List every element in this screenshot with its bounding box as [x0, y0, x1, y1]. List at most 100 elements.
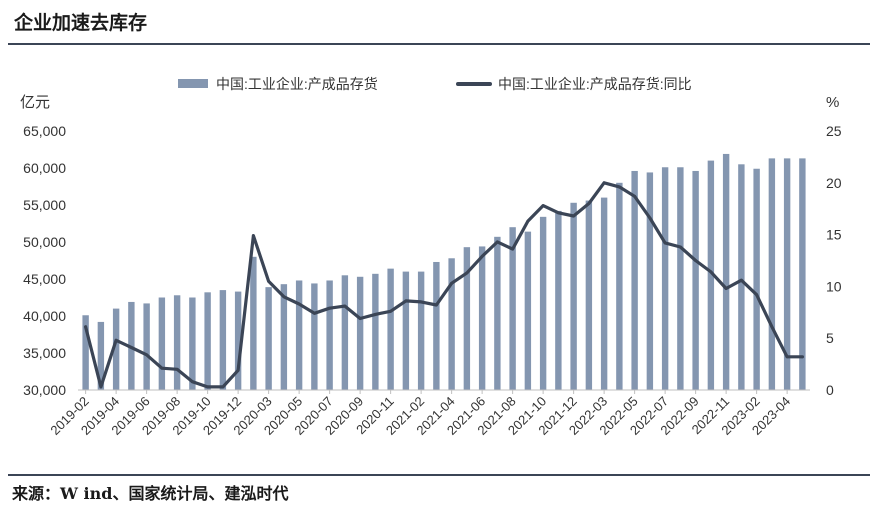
- bar: [570, 202, 577, 390]
- legend: 中国:工业企业:产成品存货 中国:工业企业:产成品存货:同比: [178, 76, 692, 92]
- chart-title: 企业加速去库存: [14, 12, 148, 34]
- bar: [356, 276, 364, 390]
- bar: [631, 170, 638, 390]
- yoy-point: [465, 271, 469, 275]
- line-series: [83, 181, 805, 389]
- yoy-point: [480, 254, 484, 258]
- bar: [661, 167, 669, 390]
- yoy-point: [175, 367, 179, 371]
- bar: [402, 271, 410, 390]
- bar: [250, 256, 257, 390]
- yoy-point: [785, 355, 789, 359]
- y-right-tick-label: 0: [826, 382, 834, 398]
- bar: [799, 158, 806, 390]
- bar: [158, 297, 166, 390]
- yoy-point: [236, 368, 240, 372]
- yoy-point: [556, 211, 560, 215]
- bar: [494, 236, 501, 390]
- bar: [738, 164, 745, 390]
- yoy-point: [450, 281, 454, 285]
- yoy-point: [190, 380, 194, 384]
- y-right-tick-label: 20: [826, 175, 842, 191]
- y-right-tick-label: 15: [826, 227, 842, 243]
- legend-bar-swatch: [178, 79, 208, 88]
- left-axis: 30,000 35,000 40,000 45,000 50,000 55,000 60,0…: [23, 123, 66, 398]
- bar: [265, 287, 272, 390]
- yoy-point: [358, 317, 362, 320]
- yoy-point: [434, 303, 438, 307]
- yoy-point: [617, 185, 621, 189]
- yoy-point: [267, 279, 271, 283]
- chart: 中国:工业企业:产成品存货 中国:工业企业:产成品存货:同比 亿元 % 30,0…: [20, 76, 842, 438]
- bar: [600, 197, 608, 390]
- yoy-point: [663, 241, 667, 245]
- yoy-point: [572, 214, 576, 218]
- bar: [417, 271, 425, 390]
- yoy-point: [221, 385, 225, 389]
- yoy-point: [297, 302, 301, 306]
- bar: [189, 297, 196, 390]
- bar: [646, 172, 654, 390]
- yoy-point: [373, 312, 377, 316]
- source-divider: [8, 474, 870, 476]
- yoy-point: [755, 293, 759, 297]
- yoy-point: [99, 385, 103, 389]
- bar: [204, 292, 211, 390]
- yoy-point: [770, 325, 774, 329]
- bar: [524, 231, 532, 390]
- legend-line-label: 中国:工业企业:产成品存货:同比: [498, 76, 692, 92]
- yoy-point: [495, 240, 499, 244]
- bar: [82, 315, 89, 390]
- bar: [311, 283, 318, 390]
- bar: [326, 280, 333, 390]
- bar: [585, 200, 593, 390]
- bar: [616, 182, 623, 390]
- bar: [677, 167, 684, 390]
- y-left-tick-label: 60,000: [23, 160, 66, 176]
- bar: [372, 273, 379, 390]
- source-note: 来源：W ind、国家统计局、建泓时代: [12, 484, 289, 503]
- bar: [173, 295, 181, 390]
- yoy-line: [83, 181, 805, 389]
- bar: [433, 261, 440, 390]
- bar: [753, 168, 760, 390]
- yoy-point: [800, 355, 804, 359]
- bar: [478, 246, 486, 390]
- yoy-point: [709, 270, 713, 274]
- legend-bar-label: 中国:工业企业:产成品存货: [216, 76, 378, 92]
- bar: [341, 275, 349, 390]
- bar: [234, 291, 242, 390]
- yoy-point: [312, 311, 316, 315]
- yoy-point: [282, 295, 286, 299]
- bar: [707, 160, 715, 390]
- yoy-point: [129, 346, 133, 349]
- title-divider: [8, 43, 870, 45]
- y-right-tick-label: 25: [826, 123, 842, 139]
- bar: [463, 247, 471, 390]
- bar: [768, 158, 776, 390]
- y-left-tick-label: 50,000: [23, 234, 66, 250]
- yoy-point: [633, 194, 637, 198]
- bar: [692, 170, 699, 390]
- bar: [295, 280, 303, 390]
- y-left-tick-label: 40,000: [23, 308, 66, 324]
- yoy-point: [419, 300, 423, 304]
- yoy-point: [404, 299, 408, 303]
- bar: [387, 268, 394, 390]
- yoy-point: [343, 304, 347, 308]
- yoy-point: [678, 245, 682, 249]
- y-left-tick-label: 65,000: [23, 123, 66, 139]
- yoy-point: [328, 306, 332, 310]
- yoy-point: [511, 247, 515, 251]
- yoy-point: [648, 216, 652, 220]
- yoy-point: [251, 234, 255, 238]
- yoy-point: [602, 181, 606, 185]
- yoy-point: [694, 259, 698, 262]
- y-right-tick-label: 5: [826, 330, 834, 346]
- bar: [97, 321, 105, 390]
- bar: [539, 216, 547, 390]
- bar: [555, 210, 562, 390]
- bar: [143, 303, 150, 390]
- bar: [722, 153, 730, 390]
- yoy-point: [587, 202, 591, 205]
